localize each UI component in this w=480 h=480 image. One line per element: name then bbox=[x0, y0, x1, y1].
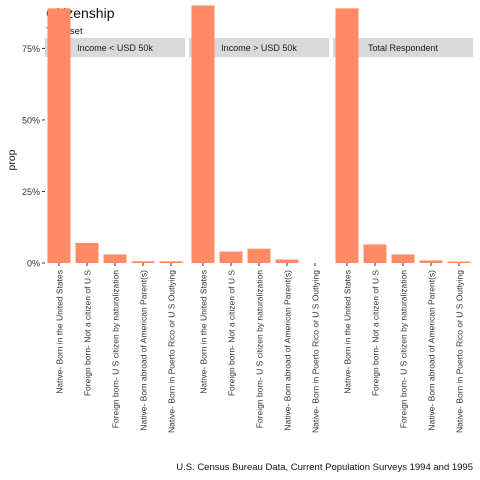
x-tick-label: Native- Born abroad of American Parent(s… bbox=[283, 270, 293, 431]
y-tick-label: 25% bbox=[22, 187, 40, 197]
bar bbox=[419, 260, 443, 263]
x-tick-label: Native- Born in the United States bbox=[55, 270, 65, 394]
bar bbox=[159, 261, 183, 263]
x-tick-label: Native- Born in Puerto Rico or U S Outly… bbox=[455, 270, 465, 433]
facet-strip bbox=[45, 38, 185, 57]
bar bbox=[247, 248, 271, 263]
x-tick-label: Foreign born- Not a citizen of U S bbox=[371, 270, 381, 396]
x-tick-label: Native- Born abroad of American Parent(s… bbox=[427, 270, 437, 431]
x-tick-label: Foreign born- U S citizen by naturalizat… bbox=[255, 270, 265, 429]
bar bbox=[47, 8, 71, 263]
bar bbox=[191, 5, 215, 263]
x-tick-label: Native- Born abroad of American Parent(s… bbox=[139, 270, 149, 431]
bar bbox=[335, 8, 359, 263]
x-tick-label: Native- Born in the United States bbox=[343, 270, 353, 394]
y-tick-label: 0% bbox=[27, 259, 40, 269]
x-tick-label: Native- Born in the United States bbox=[199, 270, 209, 394]
bar bbox=[363, 244, 387, 263]
bar bbox=[391, 254, 415, 263]
facet-strip-label: Total Respondent bbox=[368, 43, 439, 53]
x-tick-label: Foreign born- U S citizen by naturalizat… bbox=[399, 270, 409, 429]
bar bbox=[447, 261, 471, 263]
bar bbox=[131, 261, 155, 263]
bar bbox=[219, 251, 243, 263]
x-tick-label: Foreign born- Not a citizen of U S bbox=[227, 270, 237, 396]
bar bbox=[103, 254, 127, 263]
chart-caption: U.S. Census Bureau Data, Current Populat… bbox=[176, 462, 473, 473]
x-tick-label: Foreign born- U S citizen by naturalizat… bbox=[111, 270, 121, 429]
bar bbox=[75, 242, 99, 263]
bar bbox=[275, 259, 299, 263]
y-tick-label: 50% bbox=[22, 115, 40, 125]
facet-strip bbox=[189, 38, 329, 57]
facet-strip-label: Income < USD 50k bbox=[77, 43, 153, 53]
x-tick-label: Foreign born- Not a citizen of U S bbox=[83, 270, 93, 396]
x-tick-label: Native- Born in Puerto Rico or U S Outly… bbox=[311, 270, 321, 433]
facet-strip-label: Income > USD 50k bbox=[221, 43, 297, 53]
facet-strip bbox=[333, 38, 473, 57]
y-tick-label: 75% bbox=[22, 44, 40, 54]
x-tick-label: Native- Born in Puerto Rico or U S Outly… bbox=[167, 270, 177, 433]
